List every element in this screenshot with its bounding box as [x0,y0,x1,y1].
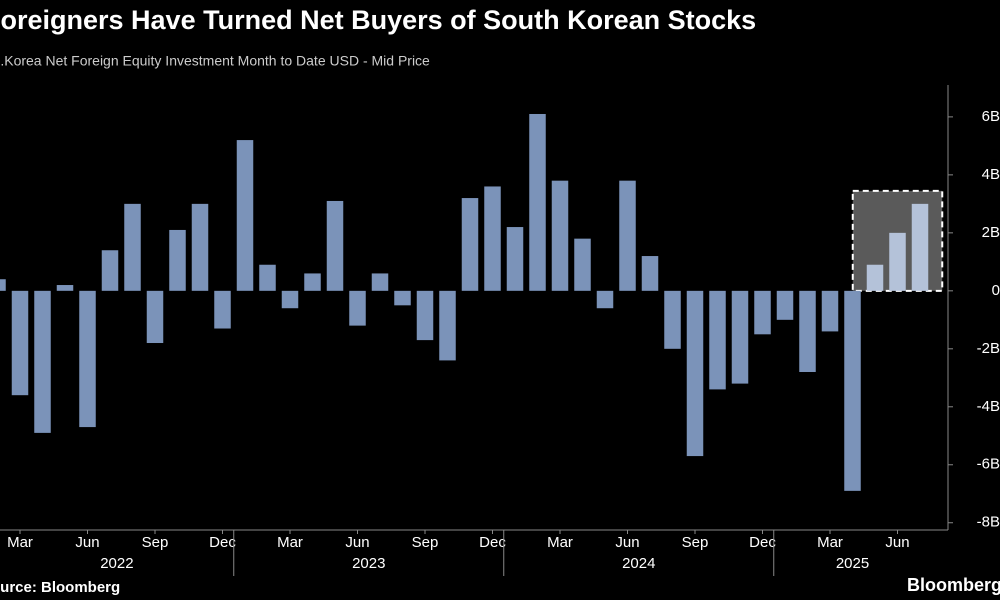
x-tick-label: Dec [209,534,236,551]
bar [529,113,546,291]
bar [304,273,321,291]
chart-subtitle: S.Korea Net Foreign Equity Investment Mo… [0,53,430,69]
y-tick-label: 6B [982,108,1000,125]
x-tick-label: Mar [277,534,303,551]
bar [214,290,231,329]
bar [259,264,276,291]
bar [754,290,771,335]
x-tick-label: Sep [682,534,709,551]
bar [574,238,591,291]
y-tick-label: -6B [977,456,1000,473]
bar [0,279,6,291]
bar [821,290,839,332]
bar [79,290,96,428]
bar [776,290,794,320]
bar [371,273,389,291]
year-label: 2023 [352,555,385,572]
bar [551,180,569,291]
x-tick-label: Mar [7,534,33,551]
bar [34,290,51,433]
bar [394,290,411,306]
bar [236,140,254,291]
bar [866,264,884,291]
bar [799,290,816,373]
bar [709,290,726,390]
bar [484,186,501,291]
bar [349,290,366,326]
x-tick-label: Jun [885,534,909,551]
bar [731,290,749,384]
source: Source: Bloomberg [0,579,120,596]
year-label: 2022 [100,555,133,572]
brand: Bloomberg [907,575,1000,595]
bar [281,290,299,309]
x-tick-label: Dec [479,534,506,551]
bar [169,229,186,291]
bar [619,180,636,291]
bar [686,290,704,457]
x-tick-label: Mar [817,534,843,551]
x-tick-label: Jun [75,534,99,551]
bar [911,203,929,291]
x-tick-label: Jun [345,534,369,551]
y-tick-label: -8B [977,514,1000,531]
bar [641,256,659,291]
bar [11,290,29,396]
bar [56,285,74,291]
bar [506,227,524,291]
bar [596,290,614,309]
bar [146,290,164,344]
bar [416,290,434,341]
bar [889,232,906,291]
x-tick-label: Jun [615,534,639,551]
y-tick-label: 4B [982,166,1000,183]
x-tick-label: Dec [749,534,776,551]
bar [326,200,344,291]
x-tick-label: Sep [142,534,169,551]
bar [439,290,456,361]
bar [461,198,479,291]
x-tick-label: Sep [412,534,439,551]
y-tick-label: 0 [992,282,1000,299]
bar [191,203,209,291]
y-tick-label: -4B [977,398,1000,415]
x-tick-label: Mar [547,534,573,551]
bar [124,203,141,291]
chart-title: Foreigners Have Turned Net Buyers of Sou… [0,5,756,35]
y-tick-label: -2B [977,340,1000,357]
bar [844,290,861,491]
y-tick-label: 2B [982,224,1000,241]
year-label: 2025 [836,555,869,572]
year-label: 2024 [622,555,655,572]
bar [664,290,681,349]
bar [101,250,119,291]
